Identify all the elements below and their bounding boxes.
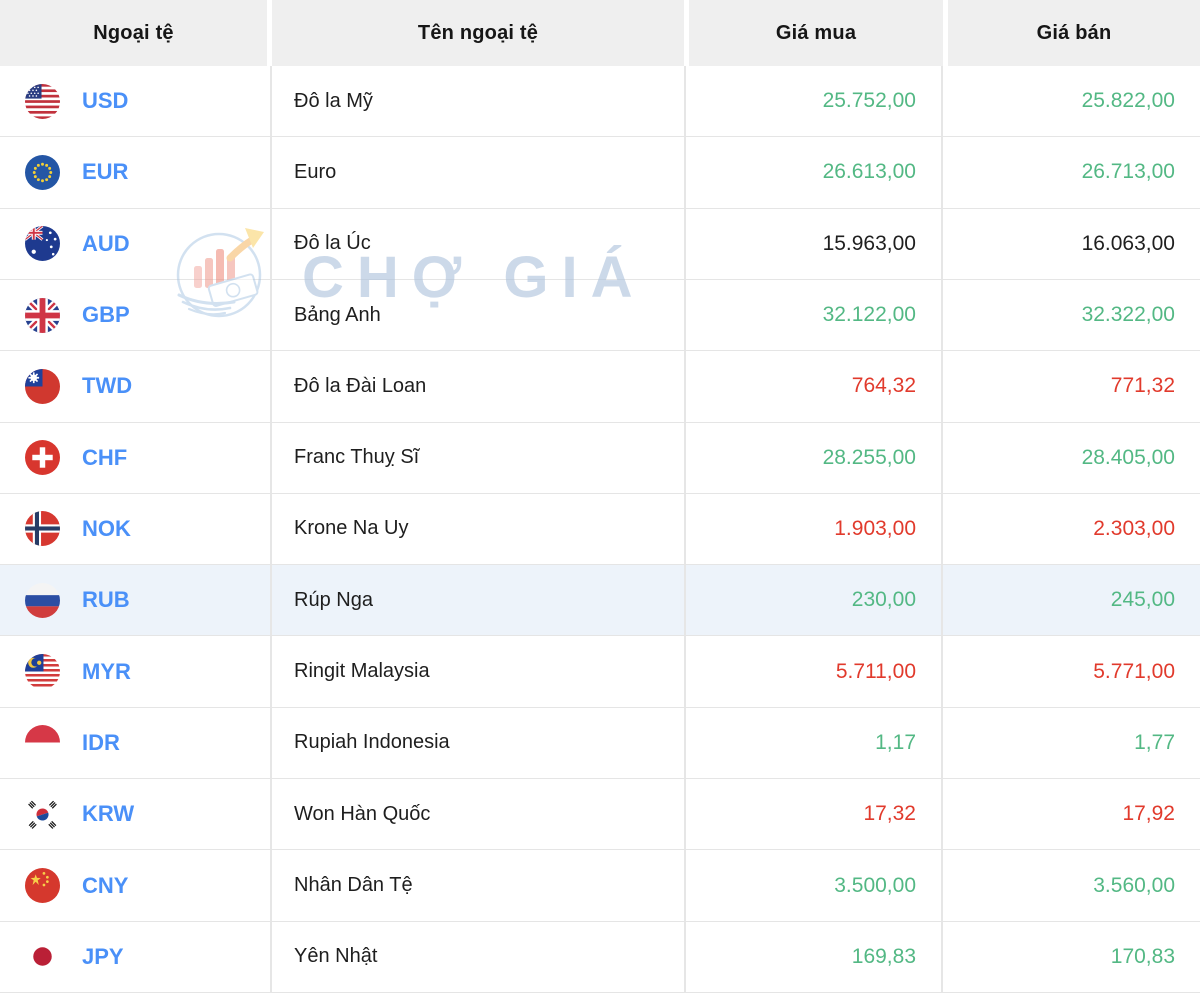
flag-gbp-icon (25, 297, 60, 333)
currency-cell: IDR (0, 708, 270, 778)
flag-chf-icon (25, 440, 60, 476)
sell-price: 28.405,00 (941, 422, 1200, 493)
buy-price: 3.500,00 (684, 850, 941, 921)
currency-cell: RUB (0, 565, 270, 635)
sell-price: 245,00 (941, 565, 1200, 636)
table-row: TWD Đô la Đài Loan 764,32 771,32 (0, 351, 1200, 423)
table-row: IDR Rupiah Indonesia 1,17 1,77 (0, 707, 1200, 780)
currency-name: Won Hàn Quốc (270, 779, 684, 850)
currency-cell: EUR (0, 137, 270, 207)
currency-name: Đô la Úc (270, 208, 684, 279)
currency-code[interactable]: TWD (82, 373, 133, 399)
currency-name: Krone Na Uy (270, 493, 684, 565)
currency-cell: GBP (0, 280, 270, 350)
flag-eur-icon (25, 154, 60, 190)
currency-cell: CNY (0, 850, 270, 920)
sell-price: 771,32 (941, 351, 1200, 422)
table-row: EUR Euro 26.613,00 26.713,00 (0, 137, 1200, 209)
currency-code[interactable]: CHF (82, 444, 128, 470)
buy-price: 5.711,00 (684, 636, 941, 707)
flag-usd-icon (25, 83, 60, 119)
flag-cny-icon (25, 868, 60, 904)
flag-twd-icon (25, 368, 60, 404)
sell-price: 1,77 (941, 707, 1200, 779)
sell-price: 3.560,00 (941, 850, 1200, 921)
sell-price: 16.063,00 (941, 208, 1200, 279)
sell-price: 32.322,00 (941, 279, 1200, 351)
currency-cell: NOK (0, 494, 270, 564)
currency-cell: USD (0, 66, 270, 136)
table-row: JPY Yên Nhật 169,83 170,83 (0, 921, 1200, 993)
buy-price: 1,17 (684, 707, 941, 779)
buy-price: 1.903,00 (684, 493, 941, 565)
column-header-sell: Giá bán (948, 0, 1200, 66)
currency-name: Rupiah Indonesia (270, 707, 684, 779)
currency-name: Rúp Nga (270, 565, 684, 636)
currency-code[interactable]: EUR (82, 159, 129, 185)
buy-price: 26.613,00 (684, 137, 941, 208)
currency-cell: JPY (0, 922, 270, 992)
flag-idr-icon (25, 725, 60, 761)
table-row: NOK Krone Na Uy 1.903,00 2.303,00 (0, 493, 1200, 566)
table-row: MYR Ringit Malaysia 5.711,00 5.771,00 (0, 636, 1200, 708)
currency-code[interactable]: KRW (82, 801, 135, 827)
flag-jpy-icon (25, 939, 60, 975)
buy-price: 28.255,00 (684, 422, 941, 493)
currency-code[interactable]: MYR (82, 658, 131, 684)
buy-price: 25.752,00 (684, 66, 941, 137)
table-row: GBP Bảng Anh 32.122,00 32.322,00 (0, 279, 1200, 352)
table-header: Ngoại tệ Tên ngoại tệ Giá mua Giá bán (0, 0, 1200, 66)
currency-name: Yên Nhật (270, 921, 684, 992)
sell-price: 170,83 (941, 921, 1200, 992)
sell-price: 25.822,00 (941, 66, 1200, 137)
currency-cell: TWD (0, 351, 270, 421)
column-header-currency: Ngoại tệ (0, 0, 267, 66)
currency-name: Ringit Malaysia (270, 636, 684, 707)
buy-price: 230,00 (684, 565, 941, 636)
currency-name: Bảng Anh (270, 279, 684, 351)
currency-name: Nhân Dân Tệ (270, 850, 684, 921)
buy-price: 32.122,00 (684, 279, 941, 351)
buy-price: 17,32 (684, 779, 941, 850)
flag-krw-icon (25, 796, 60, 832)
flag-rub-icon (25, 582, 60, 618)
table-row: CNY Nhân Dân Tệ 3.500,00 3.560,00 (0, 850, 1200, 922)
currency-cell: AUD (0, 209, 270, 279)
sell-price: 26.713,00 (941, 137, 1200, 208)
table-row: USD Đô la Mỹ 25.752,00 25.822,00 (0, 66, 1200, 138)
flag-nok-icon (25, 511, 60, 547)
buy-price: 169,83 (684, 921, 941, 992)
flag-aud-icon (25, 226, 60, 262)
sell-price: 17,92 (941, 779, 1200, 850)
currency-code[interactable]: GBP (82, 302, 130, 328)
table-row: CHF Franc Thuỵ Sĩ 28.255,00 28.405,00 (0, 422, 1200, 494)
sell-price: 5.771,00 (941, 636, 1200, 707)
currency-cell: MYR (0, 636, 270, 706)
buy-price: 764,32 (684, 351, 941, 422)
currency-name: Franc Thuỵ Sĩ (270, 422, 684, 493)
currency-code[interactable]: JPY (82, 943, 124, 969)
table-row: RUB Rúp Nga 230,00 245,00 (0, 565, 1200, 637)
currency-cell: KRW (0, 779, 270, 849)
column-header-buy: Giá mua (689, 0, 943, 66)
currency-code[interactable]: AUD (82, 230, 130, 256)
currency-code[interactable]: IDR (82, 729, 120, 755)
table-row: KRW Won Hàn Quốc 17,32 17,92 (0, 779, 1200, 851)
sell-price: 2.303,00 (941, 493, 1200, 565)
currency-code[interactable]: USD (82, 88, 129, 114)
currency-name: Euro (270, 137, 684, 208)
currency-cell: CHF (0, 423, 270, 493)
currency-code[interactable]: RUB (82, 587, 130, 613)
currency-name: Đô la Đài Loan (270, 351, 684, 422)
buy-price: 15.963,00 (684, 208, 941, 279)
currency-code[interactable]: CNY (82, 872, 129, 898)
column-header-name: Tên ngoại tệ (272, 0, 684, 66)
table-body: USD Đô la Mỹ 25.752,00 25.822,00 EUR Eur… (0, 66, 1200, 993)
currency-code[interactable]: NOK (82, 515, 131, 541)
flag-myr-icon (25, 654, 60, 690)
currency-name: Đô la Mỹ (270, 66, 684, 137)
table-row: AUD Đô la Úc 15.963,00 16.063,00 (0, 208, 1200, 280)
